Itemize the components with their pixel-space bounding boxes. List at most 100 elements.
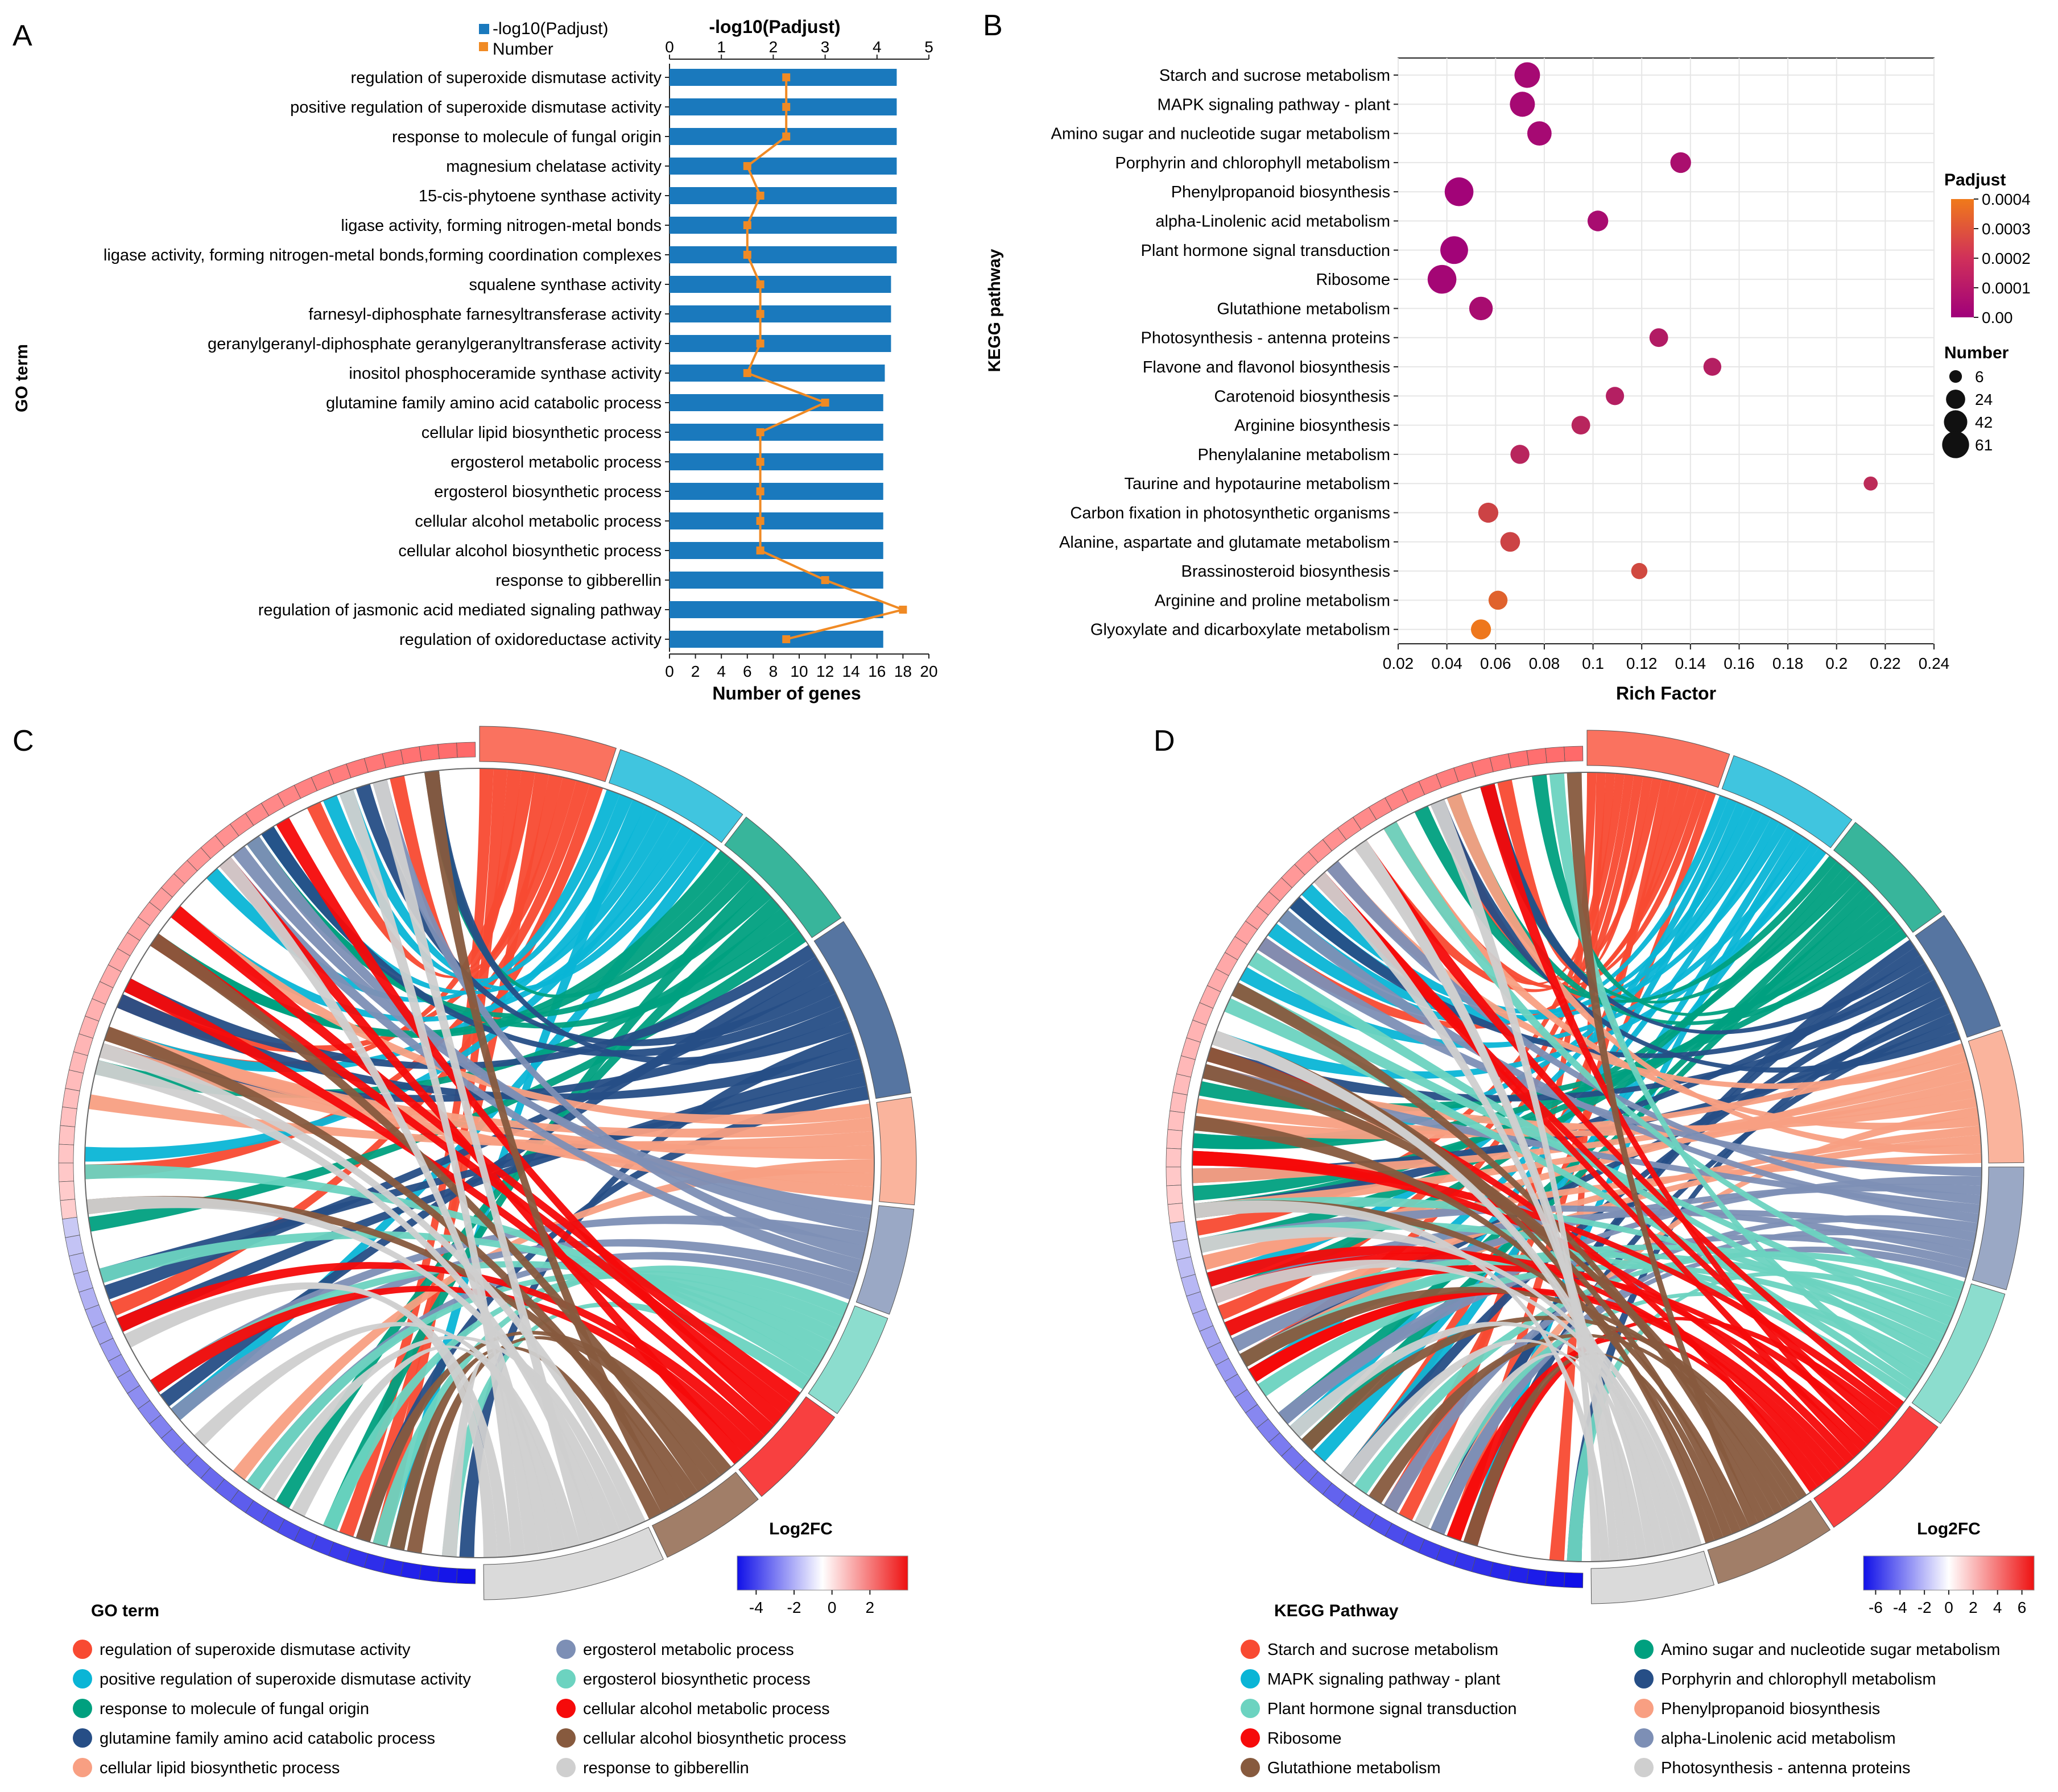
panel-a-legend: -log10(Padjust) Number	[479, 19, 608, 59]
legend-label: response to gibberellin	[583, 1759, 749, 1777]
chord-ribbon	[160, 956, 823, 1407]
gene-sector	[419, 744, 440, 762]
legend-swatch	[1241, 1669, 1260, 1688]
panel-d-legend-title: KEGG Pathway	[1274, 1601, 1399, 1620]
chord-ribbon	[1383, 1215, 1978, 1513]
panel-c-colorbar-ticks: -4 -2 0 2	[749, 1590, 874, 1616]
bar	[670, 217, 897, 234]
panel-b-kegg-bubble-chart: Starch and sucrose metabolism MAPK signal…	[985, 57, 2031, 703]
x-axis-tick-label: 0.04	[1431, 655, 1462, 672]
bubble-point	[1510, 445, 1530, 464]
gene-sector	[1526, 748, 1547, 765]
x-axis-tick-label: 0.18	[1772, 655, 1804, 672]
number-marker	[782, 103, 791, 111]
chord-ribbon	[1278, 1234, 1971, 1425]
gene-sector	[1489, 1562, 1511, 1581]
colorbar-tick-label: 0	[828, 1599, 837, 1616]
gene-sector	[1169, 1092, 1188, 1114]
legend-swatch	[1241, 1758, 1260, 1777]
legend-label: cellular alcohol biosynthetic process	[583, 1729, 846, 1748]
panel-d-colorbar-gradient	[1863, 1555, 2035, 1591]
number-marker	[782, 73, 791, 81]
legend-label: MAPK signaling pathway - plant	[1267, 1670, 1500, 1688]
chord-ribbon	[1224, 998, 1918, 1392]
panel-c-legend: regulation of superoxide dismutase activ…	[73, 1640, 846, 1777]
bar	[670, 158, 897, 175]
legend-swatch	[73, 1728, 92, 1748]
legend-swatch	[73, 1640, 92, 1659]
gene-sector	[62, 1088, 80, 1110]
panel-a-bottom-axis: 0 2 4 6 8 10 12 14 16 18 20	[665, 653, 938, 680]
chord-ribbon	[373, 768, 508, 1547]
gene-sector	[68, 1051, 88, 1074]
term-arc-segment	[1590, 1550, 1715, 1604]
chord-ribbon	[407, 1336, 721, 1554]
bubble-point	[1587, 210, 1609, 231]
gene-sector	[400, 1561, 422, 1580]
bottom-axis-tick-label: 14	[842, 663, 860, 680]
chord-ribbon	[339, 789, 526, 1557]
bubble-point	[1427, 264, 1457, 294]
gene-sector	[456, 1568, 476, 1584]
bubble-point	[1488, 590, 1508, 610]
number-marker	[782, 133, 791, 140]
panel-b-plot-frame	[1398, 57, 1935, 644]
bottom-axis-tick-label: 2	[691, 663, 700, 680]
category-label: Arginine biosynthesis	[1234, 417, 1390, 435]
number-marker	[899, 606, 907, 614]
legend-label: Starch and sucrose metabolism	[1267, 1641, 1498, 1659]
bubble-point	[1470, 619, 1491, 640]
panel-a-x-axis-title: Number of genes	[712, 683, 861, 703]
term-arc-segment	[1972, 1166, 2024, 1290]
gene-sector	[65, 1235, 84, 1257]
gene-sector	[437, 742, 458, 759]
term-arc-segment	[738, 1396, 836, 1497]
category-label: ligase activity, forming nitrogen-metal …	[341, 217, 662, 235]
legend-swatch	[1634, 1699, 1654, 1718]
term-arc-segment	[808, 1305, 889, 1414]
legend-swatch-number	[479, 42, 488, 51]
panel-b-points	[1427, 62, 1878, 640]
term-arc-segment	[483, 1526, 664, 1600]
category-label: Flavone and flavonol biosynthesis	[1143, 358, 1390, 376]
bar	[670, 276, 891, 293]
bar	[670, 483, 883, 500]
chord-ribbon	[171, 1239, 859, 1421]
legend-label: regulation of superoxide dismutase activ…	[100, 1641, 411, 1659]
category-label: ergosterol biosynthetic process	[434, 483, 662, 501]
chord-ribbon	[1278, 1176, 1982, 1425]
colorbar-tick-label: 0.00	[1982, 309, 2013, 326]
legend-swatch	[1634, 1758, 1654, 1777]
number-series-line	[746, 77, 907, 640]
bottom-axis-tick-label: 20	[920, 663, 937, 680]
x-axis-tick-label: 0.22	[1870, 655, 1901, 672]
bottom-axis-tick-label: 16	[868, 663, 886, 680]
legend-swatch	[1241, 1728, 1260, 1748]
panel-a-bars	[665, 64, 897, 652]
size-legend-label: 61	[1975, 436, 1993, 454]
legend-label: glutamine family amino acid catabolic pr…	[100, 1729, 435, 1748]
x-axis-tick-label: 0.16	[1724, 655, 1755, 672]
term-arc-segment	[1968, 1029, 2024, 1164]
colorbar-tick-label: 0.0002	[1982, 250, 2031, 267]
chord-ribbon	[323, 1270, 844, 1531]
term-arc-segment	[813, 921, 911, 1099]
term-arc-segment	[1707, 1500, 1831, 1584]
panel-d-colorbar-title: Log2FC	[1917, 1520, 1981, 1538]
bar	[670, 394, 883, 411]
panel-d-legend: Starch and sucrose metabolism MAPK signal…	[1241, 1640, 2000, 1777]
chord-ribbon	[459, 1032, 857, 1558]
top-axis-tick-label: 0	[665, 38, 674, 56]
legend-swatch	[556, 1728, 576, 1748]
category-label: positive regulation of superoxide dismut…	[290, 98, 662, 117]
term-arc-segment	[1721, 755, 1853, 849]
category-label: Carotenoid biosynthesis	[1214, 387, 1390, 405]
legend-label: Ribosome	[1267, 1729, 1342, 1748]
panel-label-c: C	[13, 725, 34, 758]
legend-label: Glutathione metabolism	[1267, 1759, 1441, 1777]
legend-swatch	[1634, 1669, 1654, 1688]
bar	[670, 631, 883, 648]
category-label: regulation of jasmonic acid mediated sig…	[258, 601, 662, 619]
legend-label: Porphyrin and chlorophyll metabolism	[1661, 1670, 1936, 1688]
gene-sector	[1166, 1166, 1182, 1186]
